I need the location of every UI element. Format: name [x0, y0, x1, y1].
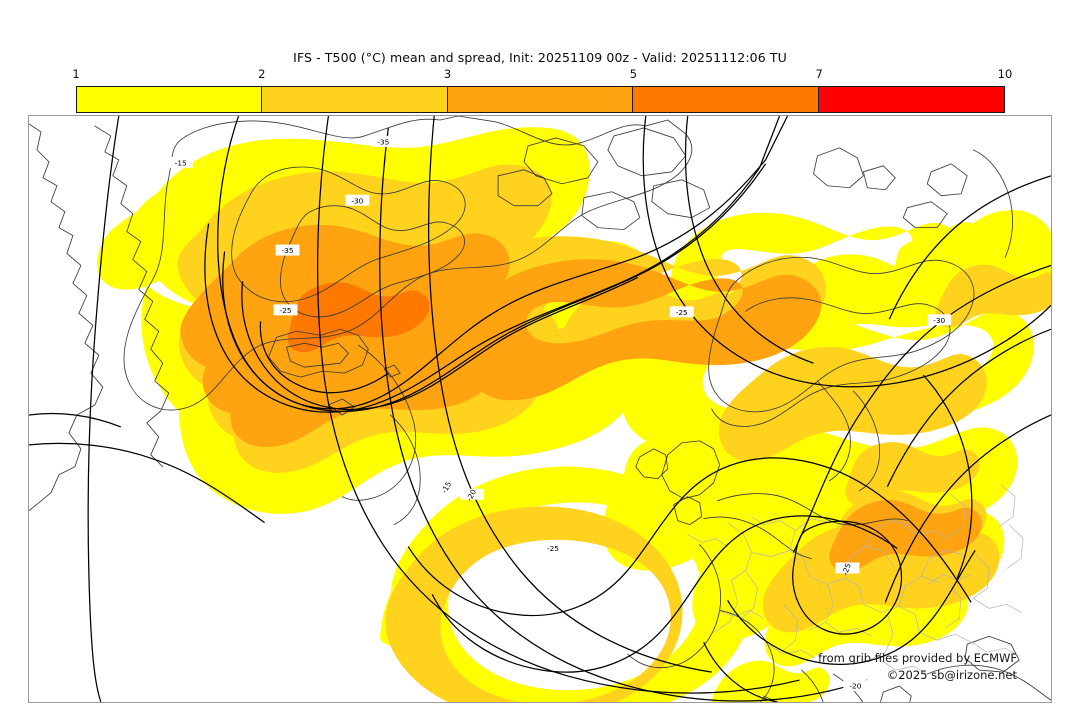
- contour-label: -25: [273, 304, 298, 316]
- contour-label: -25: [835, 562, 860, 577]
- colorbar-tick-7: 7: [815, 67, 823, 81]
- page-title: IFS - T500 (°C) mean and spread, Init: 2…: [293, 50, 787, 65]
- contour-label: -35: [275, 244, 300, 256]
- colorbar: [76, 86, 1005, 113]
- contour-label: -30: [345, 194, 370, 206]
- contour-label: -20: [843, 680, 868, 692]
- contour-label: -20: [460, 488, 485, 503]
- map-canvas: -15 -25 -25 -35: [29, 116, 1051, 702]
- contour-label: -15: [435, 480, 460, 495]
- colorbar-tick-5: 5: [629, 67, 638, 81]
- colorbar-segment-1-2: [77, 87, 263, 112]
- colorbar-container: 1 2 3 5 7 10: [72, 67, 1012, 113]
- contour-label-layer: -15 -25 -25 -35: [168, 135, 952, 692]
- contour-layer: [29, 116, 1051, 702]
- contour-label: -35: [371, 135, 396, 147]
- colorbar-tick-2: 2: [258, 67, 266, 81]
- svg-text:-20: -20: [849, 682, 861, 691]
- colorbar-tick-10: 10: [997, 67, 1013, 81]
- spread-shading-layer: [97, 127, 1051, 702]
- contour-label: -15: [168, 156, 193, 168]
- colorbar-tick-3: 3: [443, 67, 452, 81]
- svg-text:-35: -35: [377, 138, 389, 147]
- svg-text:-25: -25: [279, 306, 291, 315]
- colorbar-segment-3-5: [447, 87, 634, 112]
- country-border-layer: [687, 484, 1024, 675]
- svg-text:-25: -25: [840, 562, 853, 577]
- colorbar-segment-2-3: [262, 87, 448, 112]
- colorbar-segment-5-7: [633, 87, 819, 112]
- contour-label: -25: [540, 542, 565, 554]
- svg-text:-25: -25: [547, 544, 559, 553]
- svg-text:-30: -30: [351, 196, 363, 205]
- colorbar-segment-7-10: [818, 87, 1004, 112]
- contour-label: -30: [927, 314, 952, 326]
- contour-label: -25: [669, 306, 694, 318]
- svg-text:-15: -15: [175, 158, 187, 167]
- svg-text:-35: -35: [281, 246, 293, 255]
- map-panel[interactable]: -15 -25 -25 -35: [28, 115, 1052, 703]
- svg-text:-30: -30: [933, 316, 945, 325]
- svg-text:-25: -25: [676, 308, 688, 317]
- colorbar-tick-1: 1: [72, 67, 80, 81]
